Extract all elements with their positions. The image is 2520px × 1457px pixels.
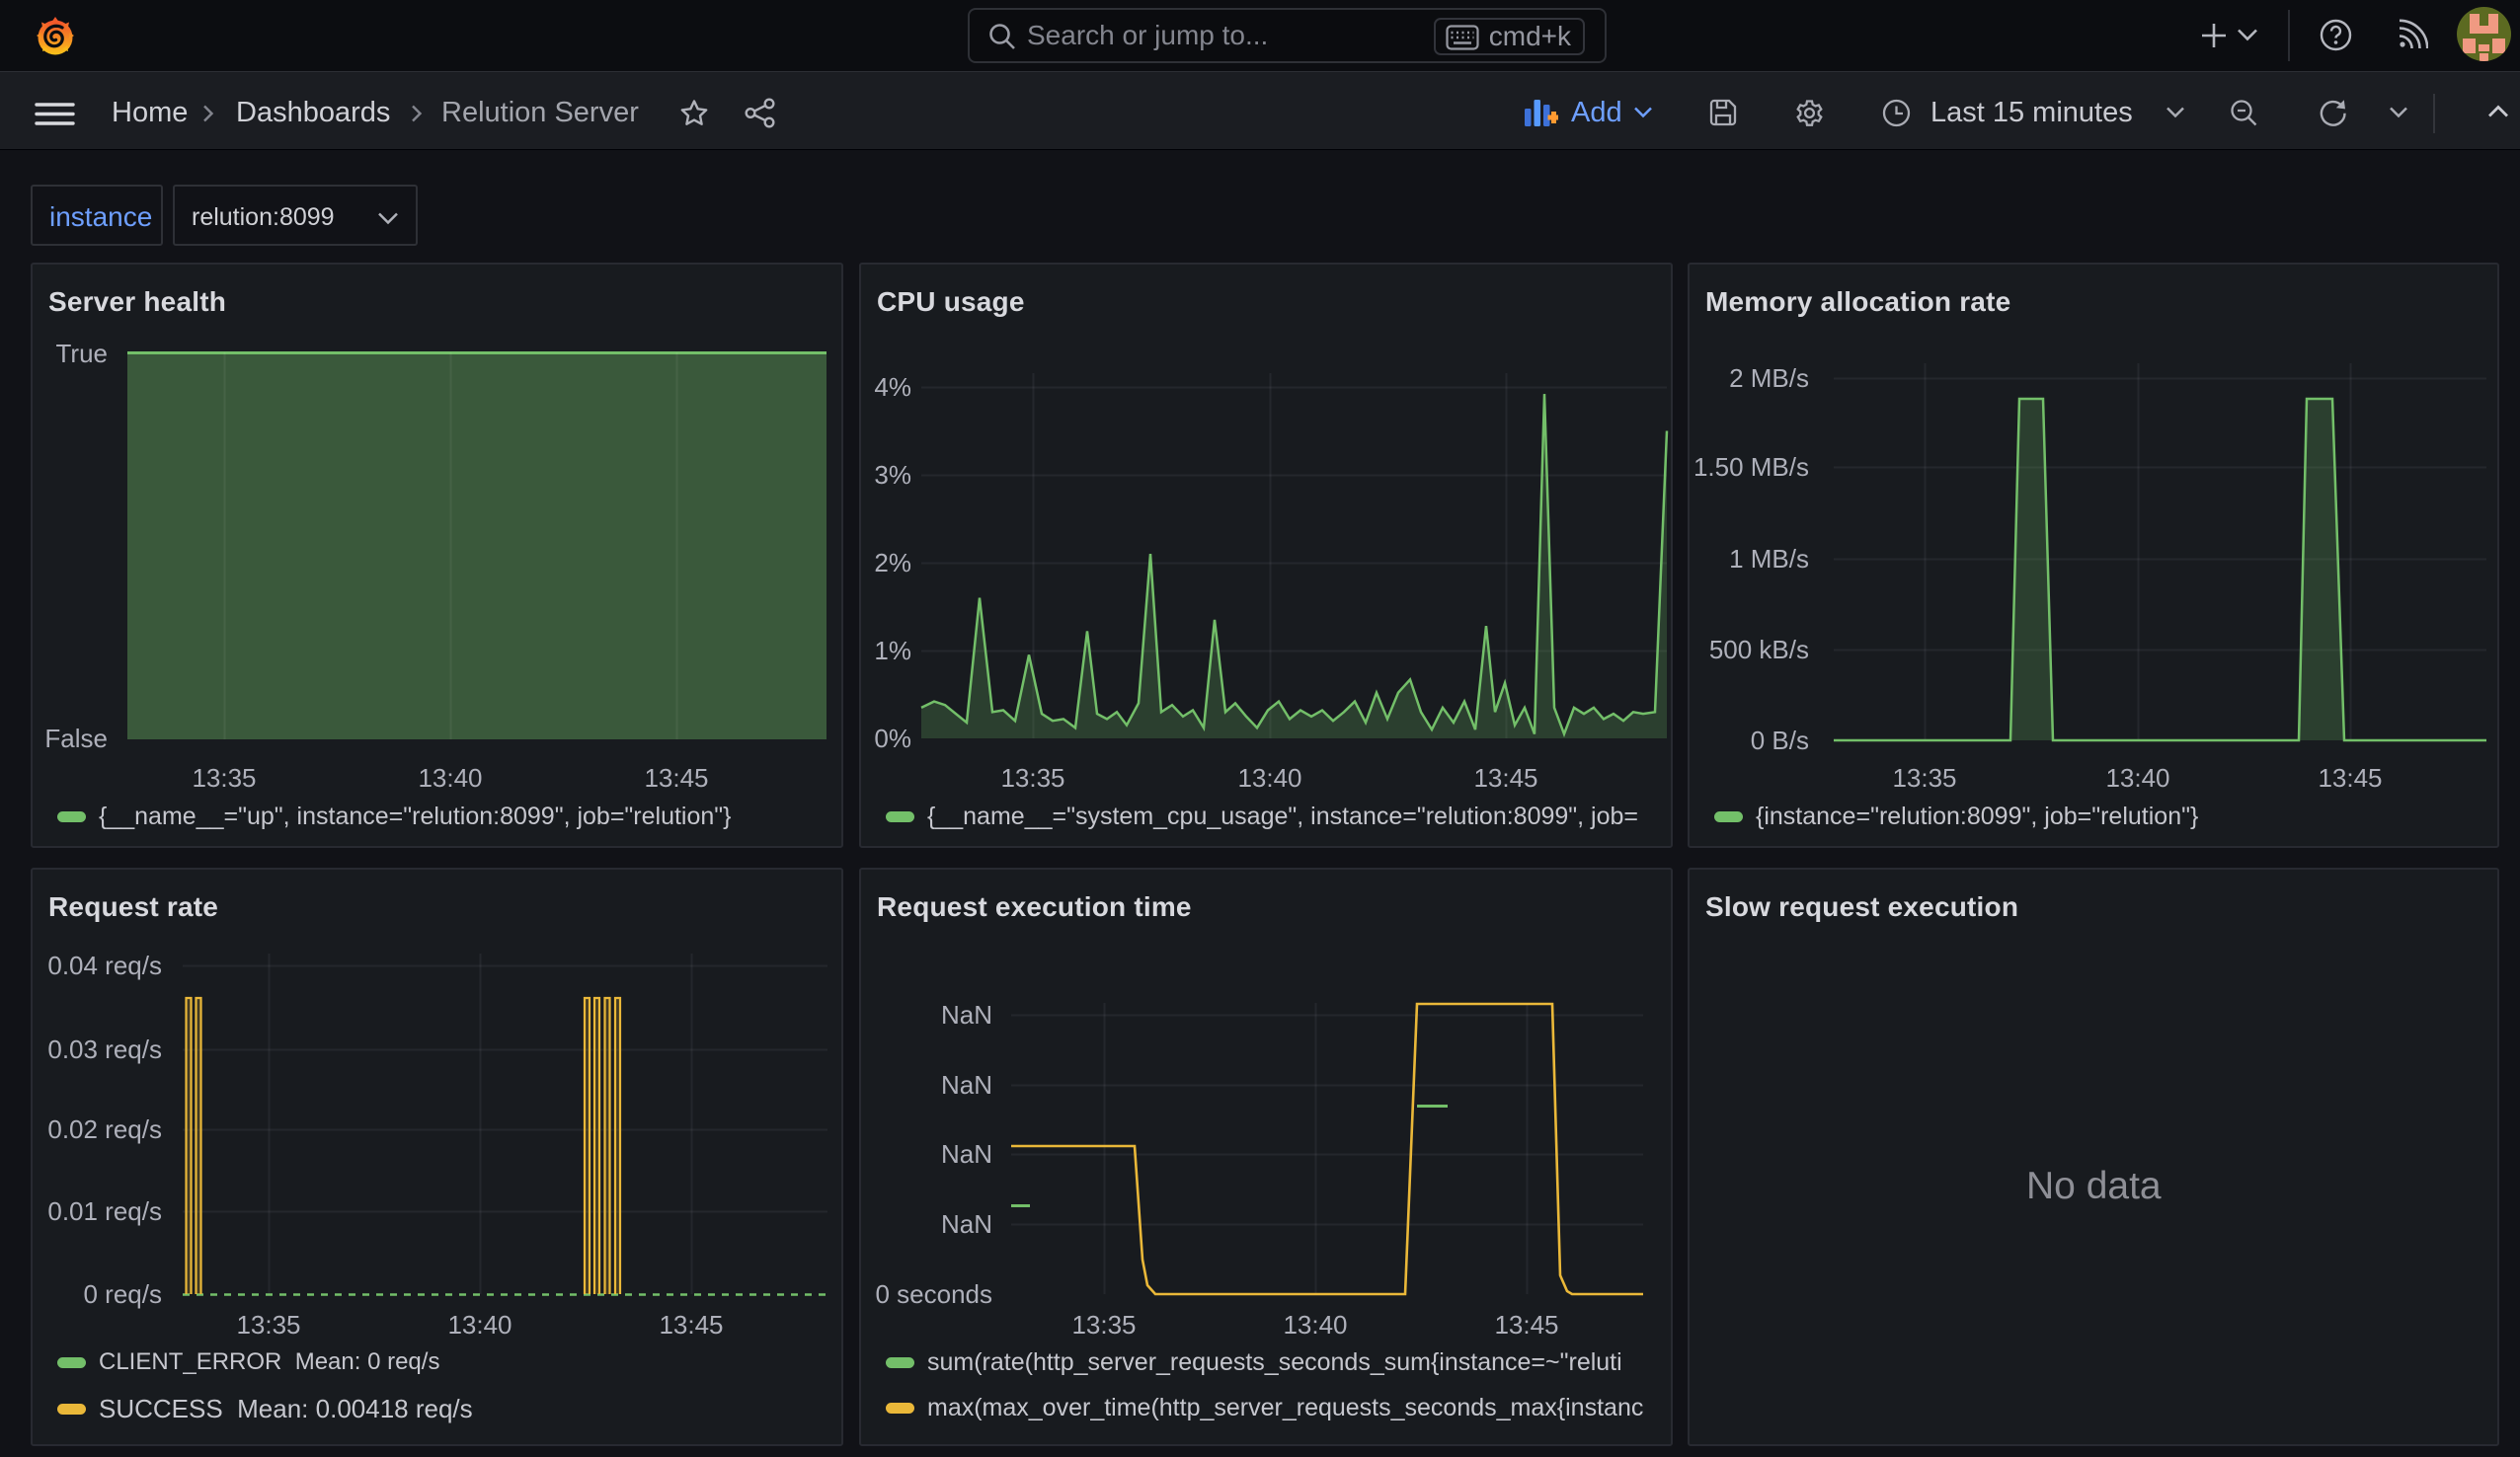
svg-text:0 B/s: 0 B/s bbox=[1751, 726, 1809, 755]
svg-text:1 MB/s: 1 MB/s bbox=[1729, 544, 1809, 574]
svg-text:13:45: 13:45 bbox=[2318, 763, 2382, 793]
svg-text:4%: 4% bbox=[874, 372, 911, 402]
svg-text:13:35: 13:35 bbox=[1000, 763, 1064, 793]
svg-text:1.50 MB/s: 1.50 MB/s bbox=[1693, 452, 1809, 482]
svg-text:13:45: 13:45 bbox=[1473, 763, 1537, 793]
svg-text:0%: 0% bbox=[874, 724, 911, 753]
svg-text:13:45: 13:45 bbox=[1494, 1310, 1558, 1340]
svg-text:13:35: 13:35 bbox=[1892, 763, 1956, 793]
svg-text:13:35: 13:35 bbox=[236, 1310, 300, 1340]
svg-text:13:40: 13:40 bbox=[1237, 763, 1301, 793]
svg-text:2 MB/s: 2 MB/s bbox=[1729, 363, 1809, 393]
svg-text:13:40: 13:40 bbox=[1283, 1310, 1347, 1340]
svg-text:NaN: NaN bbox=[941, 1070, 992, 1100]
svg-text:0 seconds: 0 seconds bbox=[875, 1279, 992, 1309]
svg-text:False: False bbox=[44, 724, 108, 753]
svg-text:0.04 req/s: 0.04 req/s bbox=[47, 951, 162, 980]
svg-text:13:40: 13:40 bbox=[2105, 763, 2169, 793]
svg-text:2%: 2% bbox=[874, 548, 911, 577]
svg-text:500 kB/s: 500 kB/s bbox=[1709, 635, 1809, 664]
svg-text:0 req/s: 0 req/s bbox=[84, 1279, 163, 1309]
svg-text:13:35: 13:35 bbox=[1071, 1310, 1136, 1340]
svg-text:True: True bbox=[56, 339, 109, 368]
svg-text:13:35: 13:35 bbox=[192, 763, 256, 793]
svg-text:0.02 req/s: 0.02 req/s bbox=[47, 1114, 162, 1144]
svg-text:13:40: 13:40 bbox=[418, 763, 482, 793]
svg-text:0.03 req/s: 0.03 req/s bbox=[47, 1035, 162, 1064]
svg-text:0.01 req/s: 0.01 req/s bbox=[47, 1196, 162, 1226]
svg-text:1%: 1% bbox=[874, 636, 911, 665]
svg-text:NaN: NaN bbox=[941, 1139, 992, 1169]
svg-text:NaN: NaN bbox=[941, 1209, 992, 1239]
svg-text:13:45: 13:45 bbox=[659, 1310, 723, 1340]
svg-text:NaN: NaN bbox=[941, 1000, 992, 1030]
svg-text:13:40: 13:40 bbox=[447, 1310, 512, 1340]
svg-text:3%: 3% bbox=[874, 460, 911, 490]
svg-text:13:45: 13:45 bbox=[644, 763, 708, 793]
